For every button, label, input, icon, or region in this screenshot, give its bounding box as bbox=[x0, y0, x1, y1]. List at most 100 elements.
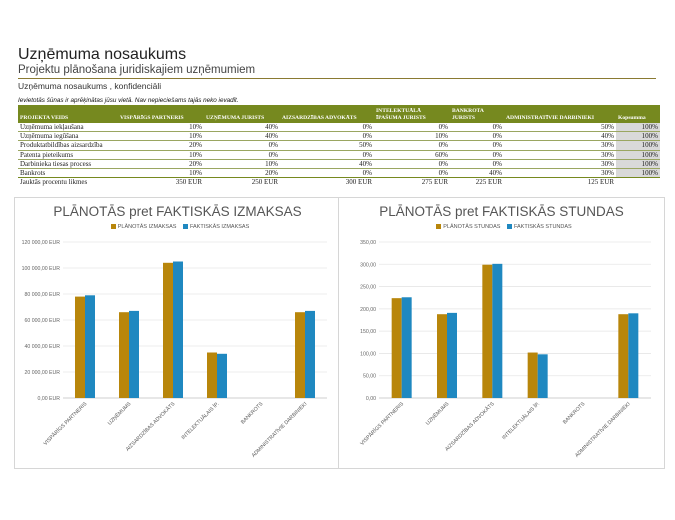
bar-planned[interactable] bbox=[391, 298, 402, 398]
table-cell[interactable]: Patenta pieteikums bbox=[18, 150, 118, 160]
col-header[interactable]: BANKROTA JURISTS bbox=[450, 105, 504, 123]
table-cell[interactable]: 0% bbox=[280, 123, 374, 133]
table-cell[interactable]: 40% bbox=[450, 168, 504, 179]
col-header[interactable]: VISPĀRĪGS PARTNERIS bbox=[118, 105, 204, 123]
y-tick-label: 350,00 bbox=[360, 240, 376, 246]
table-cell[interactable]: 30% bbox=[504, 168, 616, 179]
chart-legend: PLĀNOTĀS STUNDAS FAKTISKĀS STUNDAS bbox=[339, 224, 664, 230]
table-cell[interactable]: Darbinieka tiesas process bbox=[18, 159, 118, 169]
table-row: Bankrots 10% 20% 0% 0% 40% 30% 100% bbox=[18, 168, 660, 179]
bar-planned[interactable] bbox=[119, 312, 129, 398]
chart-plot: 0,00 50,00 100,00 150,00 200,00 250,00 300,00 3… bbox=[359, 240, 651, 459]
table-cell[interactable]: Uzņēmuma iegūšana bbox=[18, 131, 118, 142]
table-cell[interactable]: 30% bbox=[504, 150, 616, 160]
table-cell[interactable]: 0% bbox=[450, 123, 504, 133]
bar-actual[interactable] bbox=[85, 295, 95, 398]
col-header[interactable]: INTELEKTUĀLĀ ĪPAŠUMA JURISTS bbox=[374, 105, 450, 123]
total-cell: 100% bbox=[616, 159, 660, 169]
table-cell[interactable]: 0% bbox=[374, 168, 450, 179]
table-cell[interactable]: 0% bbox=[204, 140, 280, 151]
table-cell[interactable]: 0% bbox=[204, 150, 280, 160]
rate-cell[interactable]: 250 EUR bbox=[251, 178, 278, 187]
bar-actual[interactable] bbox=[305, 310, 315, 398]
table-cell[interactable]: 50% bbox=[280, 140, 374, 151]
bar-planned[interactable] bbox=[163, 262, 173, 398]
bar-planned[interactable] bbox=[75, 296, 85, 398]
table-row: Uzņēmuma iekļaušana 10% 40% 0% 0% 0% 50%… bbox=[18, 123, 660, 133]
table-cell[interactable]: 10% bbox=[118, 131, 204, 142]
table-cell[interactable]: 10% bbox=[118, 168, 204, 179]
table-cell[interactable]: 40% bbox=[504, 131, 616, 142]
bar-actual[interactable] bbox=[537, 354, 548, 398]
y-tick-label: 100 000,00 EUR bbox=[22, 266, 61, 272]
table-cell[interactable]: 0% bbox=[374, 140, 450, 151]
table-cell[interactable]: 0% bbox=[280, 131, 374, 142]
bar-actual[interactable] bbox=[401, 297, 412, 398]
table-cell[interactable]: Uzņēmuma iekļaušana bbox=[18, 123, 118, 133]
table-cell[interactable]: 10% bbox=[374, 131, 450, 142]
table-cell[interactable]: 20% bbox=[118, 159, 204, 169]
rate-cell[interactable]: 300 EUR bbox=[345, 178, 372, 187]
table-cell[interactable]: 30% bbox=[504, 159, 616, 169]
table-cell[interactable]: 10% bbox=[118, 150, 204, 160]
x-tick-label: VISPĀRĪGS PARTNERIS bbox=[359, 400, 406, 447]
legend-label-planned: PLĀNOTĀS STUNDAS bbox=[443, 224, 501, 230]
costs-chart[interactable]: PLĀNOTĀS pret FAKTISKĀS IZMAKSAS PLĀNOTĀ… bbox=[14, 197, 341, 469]
rate-cell[interactable]: 125 EUR bbox=[587, 178, 614, 187]
table-cell[interactable]: 0% bbox=[450, 159, 504, 169]
bar-actual[interactable] bbox=[447, 312, 457, 398]
y-tick-label: 50,00 bbox=[363, 374, 376, 380]
bar-planned[interactable] bbox=[482, 264, 493, 398]
bar-actual[interactable] bbox=[492, 263, 503, 398]
table-cell[interactable]: 20% bbox=[118, 140, 204, 151]
table-cell[interactable]: 0% bbox=[374, 123, 450, 133]
col-header[interactable]: PROJEKTA VEIDS bbox=[18, 105, 118, 123]
table-cell[interactable]: 60% bbox=[374, 150, 450, 160]
table-cell[interactable]: 0% bbox=[280, 168, 374, 179]
x-tick-label: UZŅĒMUMS bbox=[106, 400, 133, 427]
table-row: Patenta pieteikums 10% 0% 0% 60% 0% 30% … bbox=[18, 150, 660, 160]
rate-cell[interactable]: 350 EUR bbox=[175, 178, 202, 187]
table-cell[interactable]: 0% bbox=[280, 150, 374, 160]
table-cell[interactable]: 10% bbox=[204, 159, 280, 169]
table-cell[interactable]: Bankrots bbox=[18, 168, 118, 179]
y-tick-label: 0,00 EUR bbox=[38, 396, 61, 402]
table-cell[interactable]: 30% bbox=[504, 140, 616, 151]
col-header[interactable]: Kopsumma bbox=[616, 105, 660, 123]
table-cell[interactable]: 10% bbox=[118, 123, 204, 133]
col-header[interactable]: ADMINISTRATĪVIE DARBINIEKI bbox=[504, 105, 616, 123]
table-cell[interactable]: 40% bbox=[204, 131, 280, 142]
table-cell[interactable]: 0% bbox=[374, 159, 450, 169]
table-cell[interactable]: 40% bbox=[280, 159, 374, 169]
header-divider bbox=[18, 78, 656, 79]
bar-planned[interactable] bbox=[295, 312, 305, 398]
col-header[interactable]: AIZSARDZĪBAS ADVOKĀTS bbox=[280, 105, 374, 123]
table-cell[interactable]: Produktatbildības aizsardzība bbox=[18, 140, 118, 151]
bar-planned[interactable] bbox=[207, 352, 217, 399]
table-row: Darbinieka tiesas process 20% 10% 40% 0%… bbox=[18, 159, 660, 169]
bar-planned[interactable] bbox=[618, 314, 629, 398]
hours-chart[interactable]: PLĀNOTĀS pret FAKTISKĀS STUNDAS PLĀNOTĀS… bbox=[338, 197, 665, 469]
x-tick-label: BANKROTS bbox=[240, 401, 265, 426]
bar-actual[interactable] bbox=[173, 261, 183, 399]
total-cell: 100% bbox=[616, 168, 660, 179]
bar-actual[interactable] bbox=[217, 353, 227, 398]
table-cell[interactable]: 0% bbox=[450, 150, 504, 160]
table-cell[interactable]: 50% bbox=[504, 123, 616, 133]
bar-planned[interactable] bbox=[527, 352, 538, 398]
y-tick-label: 60 000,00 EUR bbox=[25, 318, 61, 324]
x-tick-label: UZŅĒMUMS bbox=[424, 400, 451, 427]
bar-planned[interactable] bbox=[437, 314, 447, 398]
table-cell[interactable]: 40% bbox=[204, 123, 280, 133]
x-tick-label: VISPĀRĪGS PARTNERIS bbox=[42, 400, 89, 447]
col-header[interactable]: UZŅĒMUMA JURISTS bbox=[204, 105, 280, 123]
bar-actual[interactable] bbox=[628, 313, 639, 398]
table-cell[interactable]: 0% bbox=[450, 140, 504, 151]
bar-actual[interactable] bbox=[129, 310, 139, 398]
x-tick-label: AIZSARDZĪBAS ADVOKĀTS bbox=[124, 400, 177, 453]
rate-cell[interactable]: 225 EUR bbox=[475, 178, 502, 187]
table-cell[interactable]: 20% bbox=[204, 168, 280, 179]
table-cell[interactable]: 0% bbox=[450, 131, 504, 142]
rate-cell[interactable]: 275 EUR bbox=[421, 178, 448, 187]
calculated-cells-note: Ievietotās šūnas ir aprēķinātas jūsu vie… bbox=[18, 97, 239, 104]
